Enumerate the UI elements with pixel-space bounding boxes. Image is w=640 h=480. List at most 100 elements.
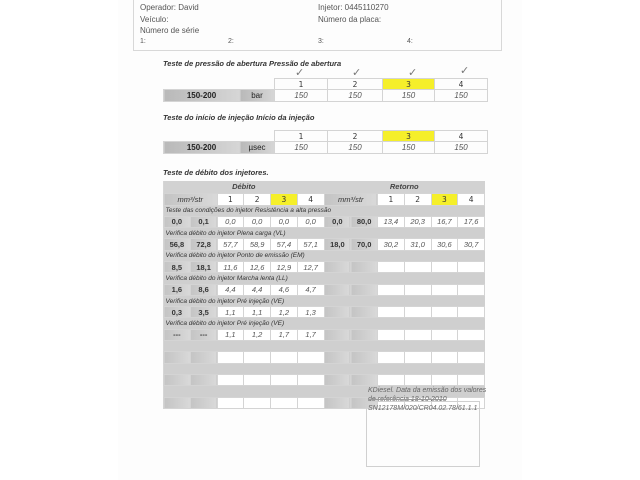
debit-value-cell: 0,0 [216,215,245,229]
debit-value-cell [243,396,271,409]
flow-test-title: Teste de débito dos injetores. [163,168,269,177]
debit-value-cell: 57,4 [270,238,298,251]
debit-value-cell: 1,3 [296,306,325,319]
debit-unit: mm³/str [163,192,218,206]
plate-label: Número da placa: [318,15,382,24]
debit-value-cell [270,373,298,387]
check-icon: ✓ [460,65,470,77]
return-value-cell: 16,7 [430,215,459,229]
debit-range-cell: 0,0 [163,215,191,229]
debit-value-cell [296,373,325,387]
return-range-cell [323,306,352,319]
debit-value-cell: 1,7 [270,328,298,342]
serial-label: Número de série [140,26,200,35]
debit-range-cell [163,373,191,387]
return-value-cell [457,260,485,274]
data-row: 1,6 8,6 4,4 4,4 4,6 4,7 [163,283,485,296]
return-value-cell [403,351,432,364]
debit-col-header: 2 [243,192,271,206]
data-row: 0,3 3,5 1,1 1,1 1,2 1,3 [163,306,485,319]
section-row: Verifica débito do injetor Marcha lenta … [163,272,485,285]
opening-pressure-table: 1 2 3 4 150-200 bar 150 150 150 150 [163,78,488,102]
debit-value-cell: 12,7 [296,260,325,274]
debit-value-cell: 1,2 [270,306,298,319]
return-value-cell [403,373,432,387]
return-value-cell [457,396,485,409]
debit-value-cell: 12,6 [243,260,271,274]
debit-value-cell [296,351,325,364]
data-row: 0,0 0,1 0,0 0,0 0,0 0,0 0,0 80,0 13,4 20,3 16,7 17,… [163,215,485,229]
section-row [163,340,485,352]
return-value-cell: 30,6 [430,238,459,251]
check-icon: ✓ [408,67,418,79]
return-value-cell: 30,7 [457,238,485,251]
column-header: 4 [434,130,488,142]
return-value-cell [457,283,485,296]
debit-value-cell: 4,4 [216,283,245,296]
serial-slot-4: 4: [407,38,413,45]
value-cell: 150 [327,141,383,154]
debit-value-cell: 4,7 [296,283,325,296]
column-header: 2 [327,130,383,142]
flow-test-table: Débito Retorno mm³/str 1 2 3 4 mm³/str 1… [163,181,485,409]
return-value-cell [430,328,459,342]
debit-value-cell: 1,2 [243,328,271,342]
section-row [163,363,485,375]
return-value-cell [377,373,405,387]
debit-value-cell: 57,1 [296,238,325,251]
debit-range-cell: 1,6 [163,283,191,296]
debit-value-cell: 1,1 [216,306,245,319]
section-row: Verifica débito do injetor Ponto de emis… [163,250,485,262]
return-range-cell [323,373,352,387]
injector-label: Injetor: 0445110270 [318,3,389,12]
section-row [163,385,485,398]
injection-start-table: 1 2 3 4 150-200 µsec 150 150 150 150 [163,130,488,154]
check-icon: ✓ [352,67,362,79]
debit-value-cell [216,351,245,364]
debit-col-header: 1 [216,192,245,206]
data-row: --- --- 1,1 1,2 1,7 1,7 [163,328,485,342]
debit-value-cell: 4,6 [270,283,298,296]
debit-range-cell: 18,1 [189,260,218,274]
debit-value-cell: 12,9 [270,260,298,274]
section-label [163,340,485,352]
section-label [163,385,485,398]
return-value-cell [430,306,459,319]
unit-cell: µsec [239,141,275,154]
column-header: 4 [434,78,488,90]
header-box [133,0,502,51]
debit-value-cell: 1,1 [243,306,271,319]
column-header-highlighted: 3 [382,78,435,90]
value-cell: 150 [327,89,383,102]
column-header: 2 [327,78,383,90]
return-range-cell [350,283,378,296]
return-value-cell [430,283,459,296]
return-value-cell: 30,2 [377,238,405,251]
return-header: Retorno [324,181,485,193]
serial-slot-3: 3: [318,38,324,45]
column-header-highlighted: 3 [382,130,435,142]
value-cell: 150 [274,141,328,154]
return-range-cell [350,351,378,364]
serial-slot-2: 2: [228,38,234,45]
debit-range-cell: 0,1 [189,215,218,229]
return-value-cell [457,373,485,387]
return-range-cell [350,306,378,319]
section-label: Teste das condições do injetor Resistênc… [163,205,485,217]
reference-box [366,401,480,467]
debit-value-cell [270,351,298,364]
operator-label: Operador: David [140,3,199,12]
return-value-cell: 17,6 [457,215,485,229]
debit-col-header-highlighted: 3 [270,192,298,206]
vehicle-label: Veículo: [140,15,169,24]
section-row: Verifica débito do injetor Pré injeção (… [163,317,485,330]
debit-value-cell [243,373,271,387]
return-range-cell: 18,0 [323,238,352,251]
value-cell: 150 [274,89,328,102]
return-value-cell [403,306,432,319]
return-value-cell: 20,3 [403,215,432,229]
debit-value-cell: 57,7 [216,238,245,251]
unit-cell: bar [239,89,275,102]
return-range-cell: 80,0 [350,215,378,229]
return-range-cell [350,373,378,387]
